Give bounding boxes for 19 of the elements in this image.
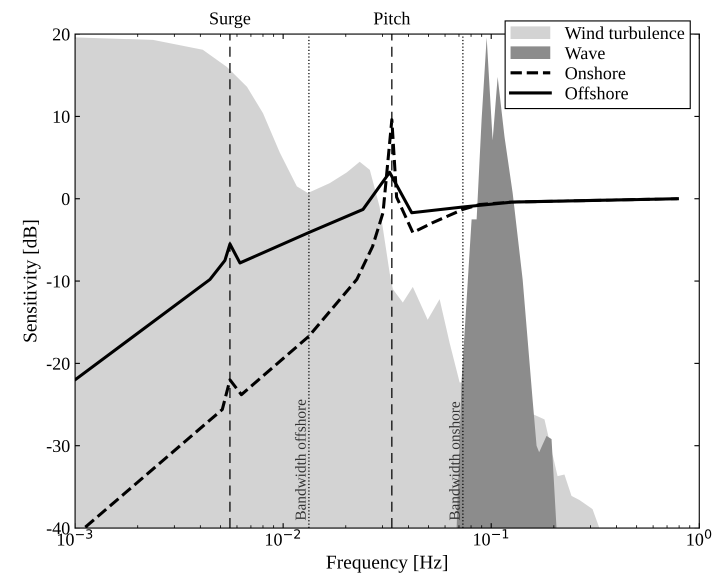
y-tick-label: -20: [46, 358, 70, 370]
x-tick-label: 10$^{−1}$: [474, 529, 508, 546]
y-axis-title: Sensitivity [dB]: [22, 220, 41, 342]
ref-line-label: Pitch: [374, 12, 410, 25]
y-tick-label: 20: [52, 28, 70, 41]
y-tick-label: 0: [62, 193, 70, 206]
ref-line-label: Bandwidth onshore: [449, 402, 460, 520]
legend-label: Wind turbulence: [564, 26, 684, 40]
ref-line-label: Bandwidth offshore: [294, 400, 306, 520]
legend-label: Onshore: [565, 66, 626, 80]
x-axis-title: Frequency [Hz]: [326, 555, 448, 573]
y-tick-label: -10: [46, 275, 70, 288]
x-tick-label: 10$^{−2}$: [266, 529, 300, 546]
y-tick-label: 10: [54, 110, 70, 123]
legend-label: Offshore: [565, 86, 628, 100]
x-tick-label: 10$^{0}$: [687, 529, 712, 546]
ref-line-label: Surge: [210, 12, 250, 28]
legend-label: Wave: [564, 47, 605, 60]
y-tick-label: -30: [46, 440, 70, 452]
